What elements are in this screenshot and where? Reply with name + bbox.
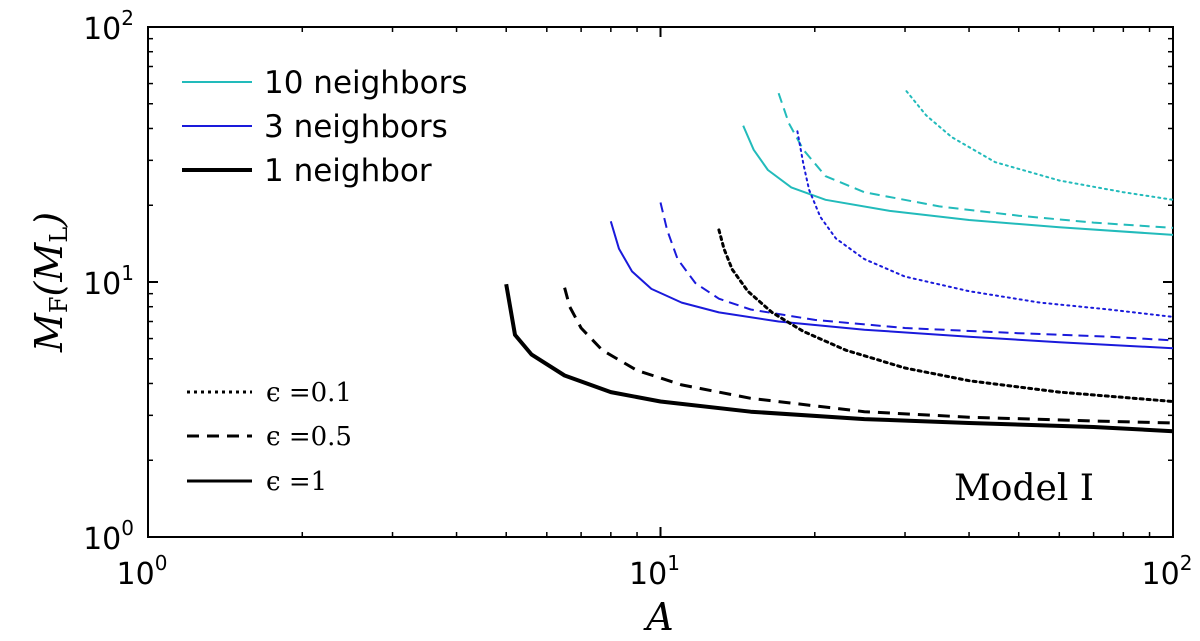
series-line-1-neighbor-eps-1	[504, 283, 1174, 434]
legend-label-eps-0-1: ϵ =0.1	[266, 378, 352, 408]
x-tick-exp: 1	[667, 551, 680, 575]
y-axis-label: MF(ML)	[27, 212, 73, 353]
y-label-paren-sub: L	[45, 227, 73, 243]
y-label-paren: M	[27, 242, 71, 283]
y-tick-label: 100	[83, 516, 134, 557]
x-tick-base: 10	[1142, 557, 1180, 592]
y-label-main-sub: F	[45, 296, 73, 313]
legend-epsilon: ϵ =0.1 ϵ =0.5 ϵ =1	[187, 378, 352, 497]
series-line-3-neighbors-eps-0-1	[796, 130, 1174, 318]
y-label-main: M	[27, 312, 71, 353]
series-layer	[504, 90, 1175, 434]
plot-frame	[147, 26, 1174, 538]
y-tick-exp: 2	[121, 6, 134, 30]
legend-label-1-neighbor: 1 neighbor	[264, 153, 432, 189]
y-tick-base: 10	[83, 12, 121, 47]
series-line-1-neighbor-eps-0-5	[563, 287, 1174, 425]
x-tick-exp: 0	[155, 551, 168, 575]
series-line-10-neighbors-eps-0-5	[777, 92, 1174, 229]
legend-neighbors: 10 neighbors 3 neighbors 1 neighbor	[182, 65, 468, 189]
svg-text:MF(ML): MF(ML)	[27, 212, 73, 353]
x-tick-label: 101	[629, 551, 680, 592]
y-tick-base: 10	[83, 267, 121, 302]
x-tick-base: 10	[629, 557, 667, 592]
legend-label-eps-0-5: ϵ =0.5	[266, 422, 352, 452]
y-label-open-paren: (	[27, 280, 71, 296]
y-tick-exp: 1	[121, 261, 134, 285]
x-tick-base: 10	[117, 557, 155, 592]
x-axis-label: A	[643, 595, 673, 639]
series-line-10-neighbors-eps-0-1	[905, 90, 1174, 201]
y-tick-base: 10	[83, 522, 121, 557]
model-annotation: Model I	[954, 468, 1094, 509]
series-line-10-neighbors-eps-1	[742, 125, 1174, 236]
y-tick-label: 101	[83, 261, 134, 302]
legend-label-3-neighbors: 3 neighbors	[264, 109, 448, 145]
y-tick-label: 102	[83, 6, 134, 47]
y-tick-exp: 0	[121, 516, 134, 540]
x-tick-exp: 2	[1180, 551, 1193, 575]
x-tick-label: 100	[117, 551, 168, 592]
series-line-1-neighbor-eps-0-1	[717, 228, 1175, 403]
legend-label-10-neighbors: 10 neighbors	[264, 65, 468, 101]
y-label-close-paren: )	[27, 212, 71, 228]
series-line-3-neighbors-eps-0-5	[659, 202, 1174, 342]
x-tick-label: 102	[1142, 551, 1193, 592]
legend-label-eps-1: ϵ =1	[266, 467, 327, 497]
series-line-3-neighbors-eps-1	[609, 221, 1174, 350]
